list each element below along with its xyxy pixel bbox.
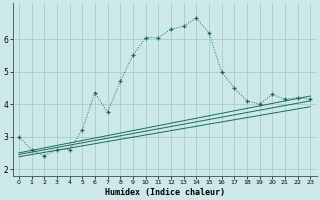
X-axis label: Humidex (Indice chaleur): Humidex (Indice chaleur)	[105, 188, 225, 197]
